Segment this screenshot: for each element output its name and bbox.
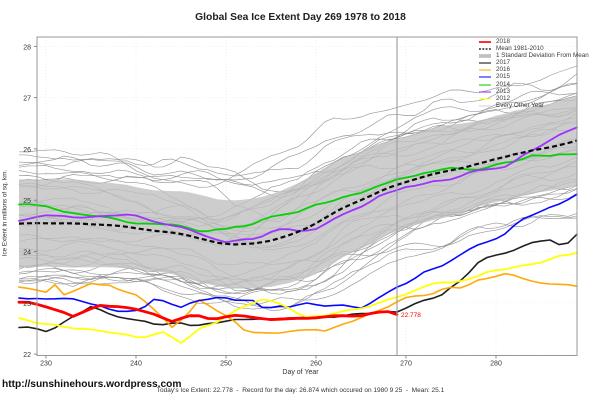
svg-text:27: 27 [23,96,31,103]
svg-text:240: 240 [130,361,142,368]
svg-text:22.778: 22.778 [401,312,421,319]
svg-text:23: 23 [23,301,31,308]
svg-text:250: 250 [220,361,232,368]
svg-text:25: 25 [23,198,31,205]
svg-text:280: 280 [490,361,502,368]
svg-text:24: 24 [23,250,31,257]
svg-text:230: 230 [40,361,52,368]
svg-text:260: 260 [310,361,322,368]
svg-text:26: 26 [23,147,31,154]
svg-text:22: 22 [23,352,31,359]
svg-text:28: 28 [23,44,31,51]
svg-text:270: 270 [400,361,412,368]
